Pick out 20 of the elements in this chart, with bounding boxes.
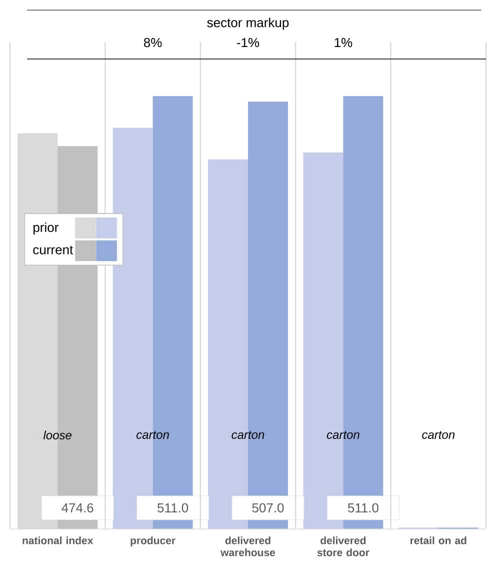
x-tick-label: national index — [22, 536, 94, 544]
annotation: carton — [422, 431, 455, 439]
data-label: 511.0 — [348, 503, 379, 512]
annotation: loose — [44, 430, 72, 440]
annotation: carton — [232, 431, 264, 439]
x-tick-label: producer — [130, 536, 176, 546]
legend-label: prior — [34, 222, 59, 235]
text: 8% — [144, 38, 162, 48]
text: -1% — [237, 38, 260, 48]
chart-title: sector markup — [207, 18, 289, 30]
data-label: 511.0 — [158, 503, 188, 512]
annotation: carton — [136, 431, 170, 439]
x-tick-label: delivered store door — [317, 536, 370, 556]
legend-label: current — [33, 246, 74, 254]
text: 1% — [334, 38, 352, 48]
data-label: 507.0 — [252, 503, 284, 512]
annotation: carton — [327, 431, 360, 439]
data-label: 474.6 — [62, 503, 94, 512]
x-tick-label: retail on ad — [410, 536, 466, 544]
x-tick-label: delivered warehouse — [220, 536, 276, 556]
